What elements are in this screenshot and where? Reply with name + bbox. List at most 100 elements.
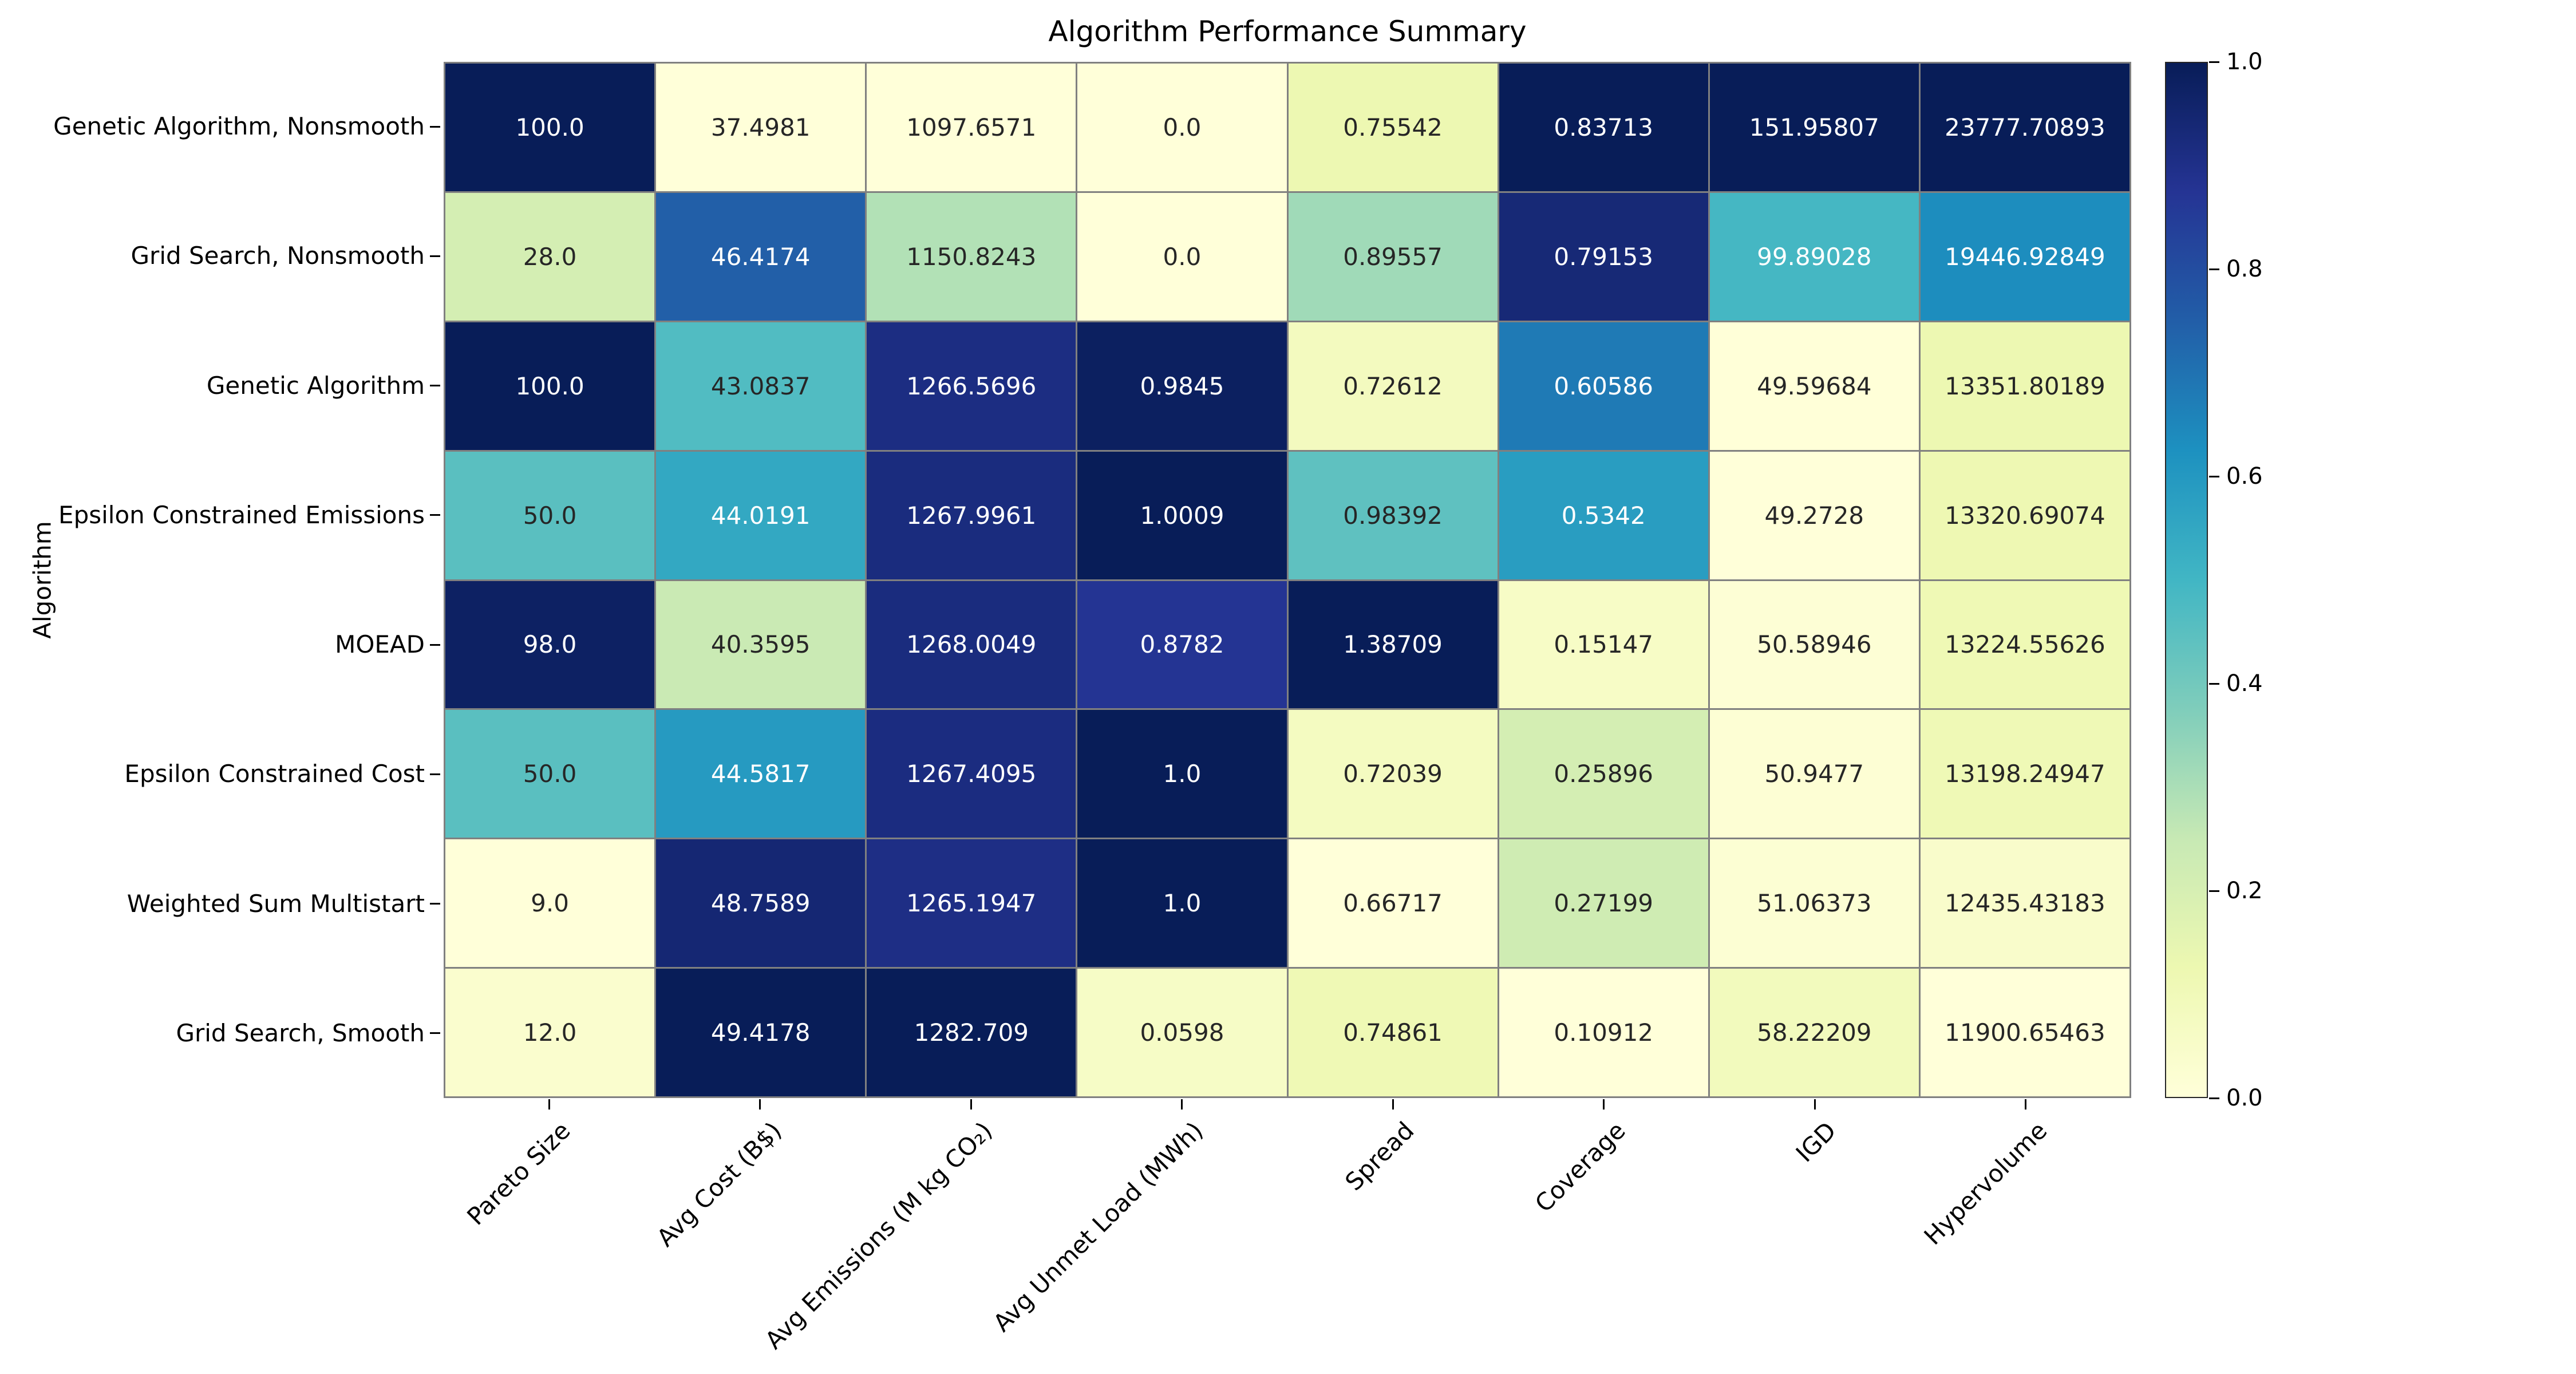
heatmap-cell: 0.0	[1077, 64, 1287, 191]
colorbar	[2165, 62, 2208, 1098]
heatmap-cell: 44.0191	[656, 451, 866, 579]
heatmap-cell: 49.2728	[1709, 451, 1919, 579]
heatmap-cell: 23777.70893	[1920, 64, 2129, 191]
heatmap-grid: 100.0 37.4981 1097.6571 0.0 0.75542 0.83713 15…	[444, 62, 2131, 1098]
y-tick-mark	[430, 125, 440, 128]
x-tick-mark	[548, 1099, 550, 1110]
heatmap-cell: 28.0	[445, 192, 655, 321]
heatmap-cell: 1097.6571	[867, 64, 1076, 191]
y-tick-mark	[430, 903, 440, 905]
colorbar-tick-mark	[2209, 682, 2219, 685]
y-axis-label: Algorithm	[28, 521, 57, 639]
heatmap-cell: 100.0	[445, 322, 655, 450]
heatmap-cell: 0.98392	[1288, 451, 1498, 579]
heatmap-cell: 0.72612	[1288, 322, 1498, 450]
x-tick-mark	[970, 1099, 972, 1110]
heatmap-cell: 40.3595	[656, 581, 866, 709]
y-tick-label: MOEAD	[335, 630, 425, 659]
heatmap-cell: 0.66717	[1288, 839, 1498, 968]
heatmap-cell: 0.15147	[1499, 581, 1708, 709]
heatmap-cell: 51.06373	[1709, 839, 1919, 968]
heatmap-cell: 0.8782	[1077, 581, 1287, 709]
heatmap-cell: 100.0	[445, 64, 655, 191]
y-tick-label: Epsilon Constrained Cost	[124, 760, 425, 788]
heatmap-cell: 0.25896	[1499, 710, 1708, 838]
heatmap-cell: 1.0	[1077, 710, 1287, 838]
x-tick-label: Avg Cost (B$)	[651, 1116, 787, 1253]
heatmap-cell: 0.83713	[1499, 64, 1708, 191]
x-tick-mark	[1181, 1099, 1183, 1110]
heatmap-cell: 1.0	[1077, 839, 1287, 968]
heatmap-cell: 0.10912	[1499, 969, 1708, 1096]
colorbar-tick-label: 0.8	[2226, 256, 2263, 282]
heatmap-cell: 50.0	[445, 710, 655, 838]
heatmap-cell: 13320.69074	[1920, 451, 2129, 579]
heatmap-cell: 1268.0049	[867, 581, 1076, 709]
heatmap-cell: 0.79153	[1499, 192, 1708, 321]
x-tick-label: Pareto Size	[461, 1116, 576, 1231]
heatmap-cell: 1282.709	[867, 969, 1076, 1096]
heatmap-cell: 1265.1947	[867, 839, 1076, 968]
colorbar-tick-mark	[2209, 890, 2219, 892]
colorbar-tick-mark	[2209, 61, 2219, 63]
heatmap-cell: 1267.4095	[867, 710, 1076, 838]
x-tick-mark	[759, 1099, 761, 1110]
y-tick-label: Epsilon Constrained Emissions	[58, 500, 425, 529]
heatmap-cell: 13198.24947	[1920, 710, 2129, 838]
heatmap-cell: 13224.55626	[1920, 581, 2129, 709]
heatmap-cell: 48.7589	[656, 839, 866, 968]
y-tick-label: Genetic Algorithm	[206, 371, 425, 400]
x-tick-mark	[1603, 1099, 1605, 1110]
y-tick-label: Genetic Algorithm, Nonsmooth	[53, 112, 425, 141]
colorbar-tick-mark	[2209, 1097, 2219, 1099]
heatmap-cell: 98.0	[445, 581, 655, 709]
x-tick-label: Avg Emissions (M kg CO₂)	[760, 1116, 998, 1355]
heatmap-cell: 1267.9961	[867, 451, 1076, 579]
heatmap-cell: 0.89557	[1288, 192, 1498, 321]
y-tick-mark	[430, 514, 440, 516]
heatmap-cell: 0.74861	[1288, 969, 1498, 1096]
heatmap-cell: 43.0837	[656, 322, 866, 450]
y-tick-mark	[430, 385, 440, 387]
heatmap-cell: 58.22209	[1709, 969, 1919, 1096]
heatmap-cell: 0.72039	[1288, 710, 1498, 838]
x-tick-mark	[2025, 1099, 2027, 1110]
x-tick-label: IGD	[1790, 1116, 1842, 1168]
y-tick-label: Grid Search, Smooth	[176, 1018, 425, 1047]
heatmap-cell: 0.0598	[1077, 969, 1287, 1096]
heatmap-cell: 1150.8243	[867, 192, 1076, 321]
y-tick-label: Weighted Sum Multistart	[127, 889, 425, 918]
heatmap-cell: 1.0009	[1077, 451, 1287, 579]
heatmap-cell: 46.4174	[656, 192, 866, 321]
heatmap-cell: 0.0	[1077, 192, 1287, 321]
x-tick-label: Coverage	[1529, 1116, 1631, 1218]
heatmap-cell: 99.89028	[1709, 192, 1919, 321]
y-tick-mark	[430, 643, 440, 646]
heatmap-cell: 0.60586	[1499, 322, 1708, 450]
y-tick-mark	[430, 773, 440, 775]
colorbar-tick-mark	[2209, 268, 2219, 270]
x-tick-label: Hypervolume	[1918, 1116, 2053, 1250]
heatmap-cell: 50.9477	[1709, 710, 1919, 838]
heatmap-cell: 9.0	[445, 839, 655, 968]
heatmap-cell: 13351.80189	[1920, 322, 2129, 450]
heatmap-cell: 50.0	[445, 451, 655, 579]
heatmap-cell: 0.27199	[1499, 839, 1708, 968]
colorbar-tick-label: 0.0	[2226, 1085, 2263, 1111]
heatmap-cell: 0.75542	[1288, 64, 1498, 191]
heatmap-cell: 0.9845	[1077, 322, 1287, 450]
heatmap-cell: 50.58946	[1709, 581, 1919, 709]
x-tick-mark	[1392, 1099, 1394, 1110]
heatmap-cell: 151.95807	[1709, 64, 1919, 191]
x-tick-label: Spread	[1340, 1116, 1420, 1197]
heatmap-cell: 0.5342	[1499, 451, 1708, 579]
heatmap-cell: 49.59684	[1709, 322, 1919, 450]
colorbar-tick-label: 0.4	[2226, 670, 2263, 697]
heatmap-cell: 1266.5696	[867, 322, 1076, 450]
heatmap-cell: 12435.43183	[1920, 839, 2129, 968]
colorbar-tick-label: 0.2	[2226, 878, 2263, 904]
heatmap-cell: 37.4981	[656, 64, 866, 191]
x-tick-label: Avg Unmet Load (MWh)	[987, 1116, 1209, 1337]
colorbar-tick-mark	[2209, 475, 2219, 477]
